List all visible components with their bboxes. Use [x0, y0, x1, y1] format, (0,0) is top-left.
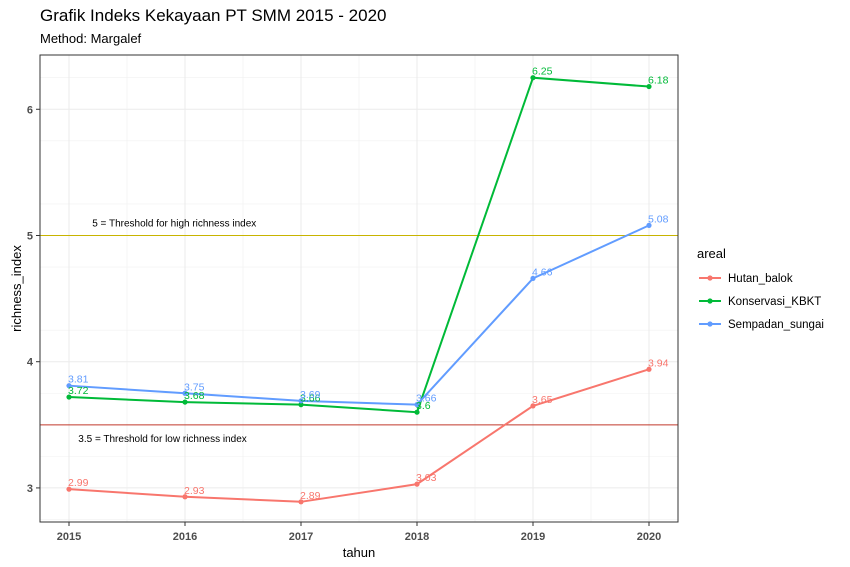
data-label-Konservasi_KBKT: 6.25: [532, 66, 553, 78]
reference-line-label-high: 5 = Threshold for high richness index: [92, 218, 256, 229]
legend-label-Konservasi_KBKT: Konservasi_KBKT: [728, 296, 821, 308]
data-label-Hutan_balok: 2.89: [300, 490, 321, 502]
y-tick-label: 6: [27, 104, 33, 116]
y-axis-title: richness_index: [9, 245, 24, 332]
y-tick-label: 4: [27, 357, 34, 369]
legend-title: areal: [697, 246, 726, 261]
data-label-Hutan_balok: 2.99: [68, 477, 89, 489]
data-point-Sempadan_sungai: [414, 402, 420, 408]
data-point-Hutan_balok: [182, 494, 188, 500]
data-label-Konservasi_KBKT: 3.72: [68, 385, 89, 397]
data-label-Sempadan_sungai: 3.81: [68, 374, 89, 386]
legend-label-Sempadan_sungai: Sempadan_sungai: [728, 319, 824, 331]
data-label-Sempadan_sungai: 3.75: [184, 381, 205, 393]
x-tick-label: 2020: [637, 531, 661, 543]
x-tick-label: 2015: [57, 531, 81, 543]
x-axis-title: tahun: [343, 545, 376, 560]
legend-key-point: [707, 321, 713, 327]
data-point-Hutan_balok: [530, 403, 536, 409]
x-tick-label: 2017: [289, 531, 313, 543]
reference-line-label-low: 3.5 = Threshold for low richness index: [78, 434, 247, 445]
data-label-Sempadan_sungai: 3.66: [416, 393, 437, 405]
data-label-Konservasi_KBKT: 6.18: [648, 75, 669, 87]
legend-label-Hutan_balok: Hutan_balok: [728, 273, 793, 285]
data-point-Sempadan_sungai: [66, 383, 72, 389]
data-point-Konservasi_KBKT: [66, 394, 72, 400]
data-label-Konservasi_KBKT: 3.6: [416, 400, 431, 412]
chart-subtitle: Method: Margalef: [40, 31, 142, 46]
data-point-Konservasi_KBKT: [530, 75, 536, 81]
data-point-Konservasi_KBKT: [182, 399, 188, 405]
data-point-Konservasi_KBKT: [298, 402, 304, 408]
data-label-Konservasi_KBKT: 3.66: [300, 393, 321, 405]
y-tick-label: 3: [27, 483, 33, 495]
data-point-Sempadan_sungai: [530, 275, 536, 282]
legend-key-point: [707, 275, 713, 281]
chart-title: Grafik Indeks Kekayaan PT SMM 2015 - 202…: [40, 6, 387, 25]
data-label-Sempadan_sungai: 3.69: [300, 389, 321, 401]
data-label-Hutan_balok: 2.93: [184, 485, 205, 497]
x-tick-label: 2019: [521, 531, 545, 543]
series-line-Konservasi_KBKT: [68, 76, 650, 414]
series-line-Hutan_balok: [68, 368, 650, 503]
x-tick-label: 2016: [173, 531, 197, 543]
data-label-Hutan_balok: 3.03: [416, 472, 437, 484]
data-label-Konservasi_KBKT: 3.68: [184, 390, 205, 402]
data-point-Konservasi_KBKT: [646, 83, 652, 90]
data-point-Sempadan_sungai: [646, 222, 652, 228]
series-line-Sempadan_sungai: [68, 224, 650, 406]
data-point-Hutan_balok: [414, 481, 420, 487]
data-label-Sempadan_sungai: 5.08: [648, 213, 669, 225]
data-point-Hutan_balok: [66, 486, 72, 492]
x-tick-label: 2018: [405, 531, 429, 543]
data-point-Konservasi_KBKT: [414, 409, 420, 415]
y-tick-label: 5: [27, 230, 33, 242]
data-point-Sempadan_sungai: [298, 398, 304, 404]
data-label-Hutan_balok: 3.94: [648, 357, 669, 369]
legend-key-point: [707, 298, 713, 304]
data-point-Sempadan_sungai: [182, 390, 188, 396]
data-label-Sempadan_sungai: 4.66: [532, 266, 553, 278]
plot-border: [39, 54, 679, 523]
data-label-Hutan_balok: 3.65: [532, 394, 553, 406]
data-point-Hutan_balok: [646, 366, 652, 372]
data-point-Hutan_balok: [298, 499, 304, 505]
